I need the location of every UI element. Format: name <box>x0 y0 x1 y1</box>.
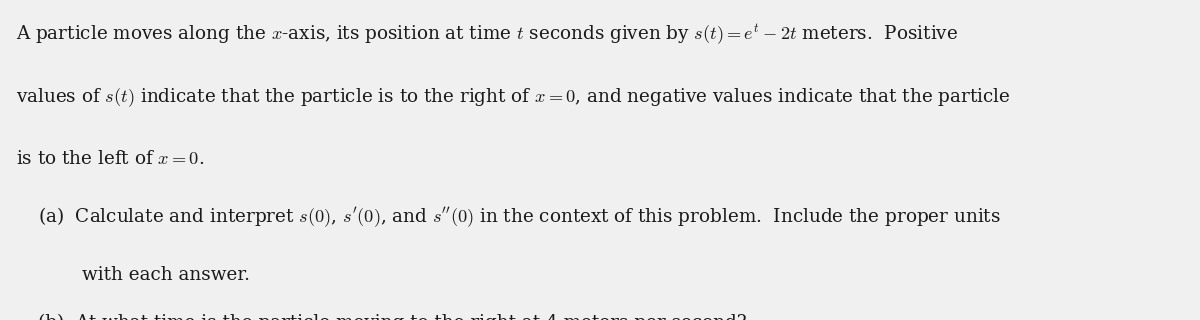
Text: is to the left of $x = 0$.: is to the left of $x = 0$. <box>16 150 204 168</box>
Text: with each answer.: with each answer. <box>82 266 250 284</box>
Text: values of $s(t)$ indicate that the particle is to the right of $x = 0$, and nega: values of $s(t)$ indicate that the parti… <box>16 86 1010 109</box>
Text: (b)  At what time is the particle moving to the right at 4 meters per second?: (b) At what time is the particle moving … <box>38 314 748 320</box>
Text: (a)  Calculate and interpret $s(0)$, $s'(0)$, and $s''(0)$ in the context of thi: (a) Calculate and interpret $s(0)$, $s'(… <box>38 205 1001 228</box>
Text: A particle moves along the $x$-axis, its position at time $t$ seconds given by $: A particle moves along the $x$-axis, its… <box>16 22 958 47</box>
